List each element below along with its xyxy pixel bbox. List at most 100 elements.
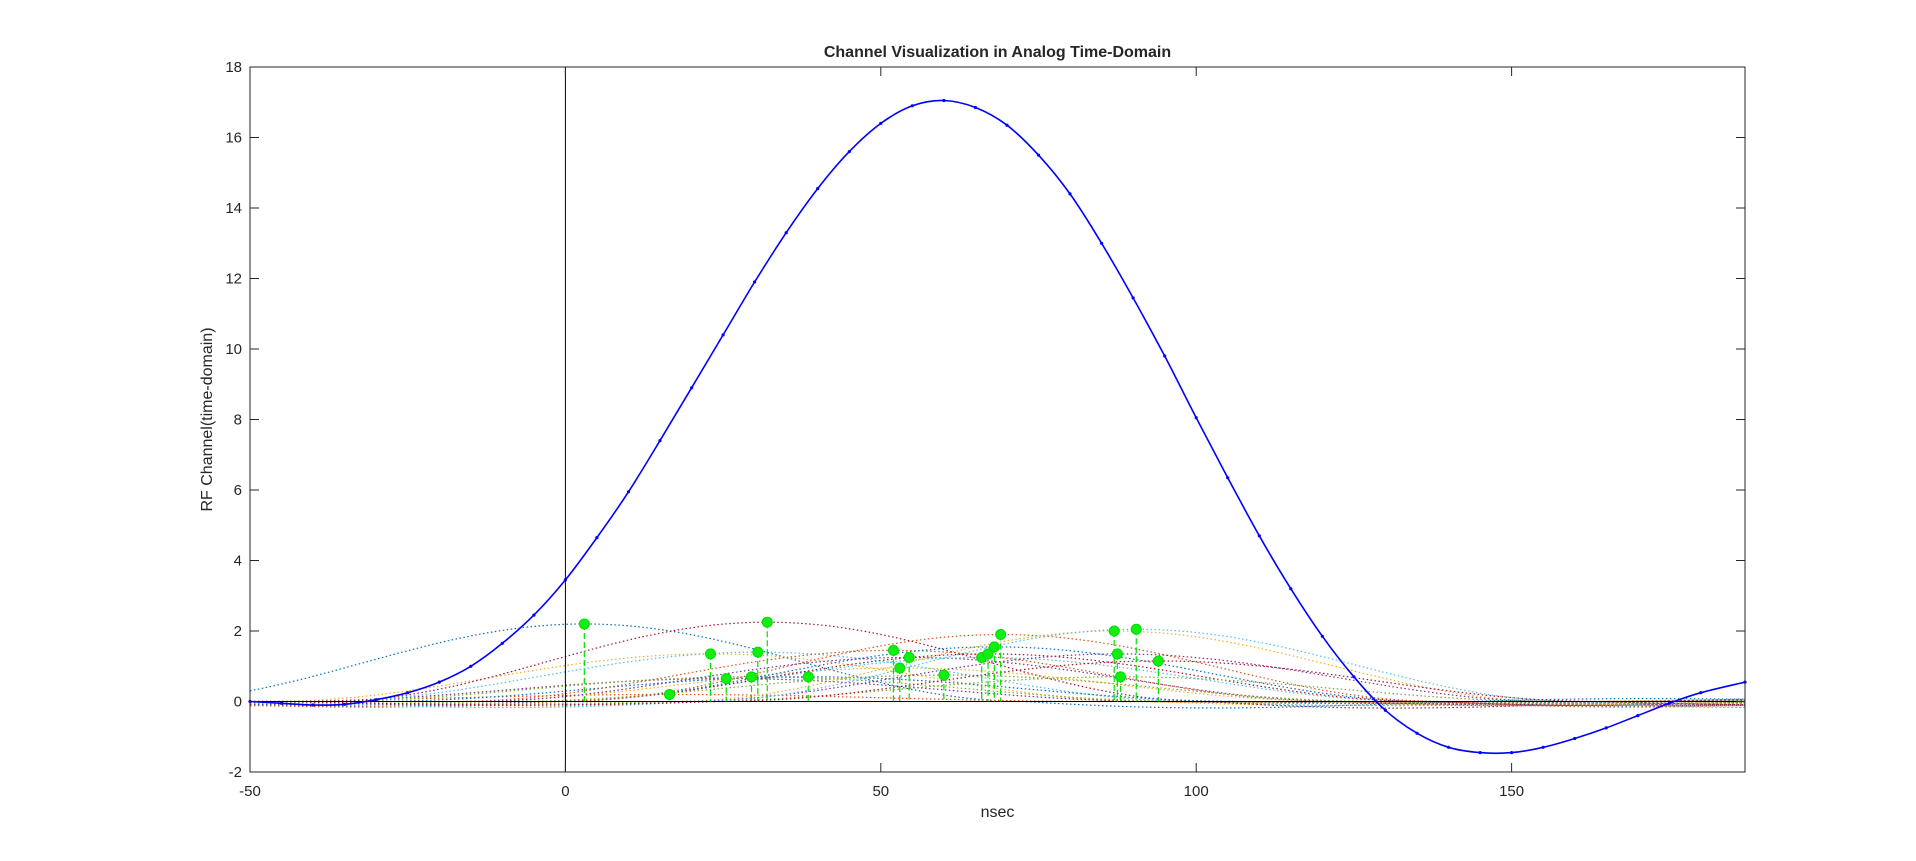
stem-marker — [894, 662, 906, 674]
main-series-point — [1383, 708, 1387, 712]
y-tick-label: 12 — [225, 271, 242, 288]
stem-marker — [663, 688, 675, 700]
main-series-point — [1352, 675, 1356, 679]
main-series-point — [973, 105, 978, 110]
main-series-point — [1510, 751, 1514, 755]
component-curve — [249, 653, 1746, 707]
x-axis: -50 0 50 100 150 — [239, 67, 1524, 800]
component-curve — [249, 676, 1745, 705]
stem-marker — [761, 616, 773, 628]
stem-marker — [745, 671, 757, 683]
main-series-point — [1131, 296, 1135, 300]
main-series-point — [1604, 726, 1608, 730]
stem-marker — [752, 646, 764, 658]
x-tick-label: 150 — [1499, 783, 1524, 800]
main-series-point — [690, 386, 694, 390]
y-tick-label: -2 — [229, 764, 242, 781]
y-tick-label: 8 — [234, 412, 242, 429]
main-series-point — [721, 333, 725, 337]
stem-marker — [1152, 655, 1164, 667]
main-series-point — [311, 703, 315, 707]
plot-area — [248, 66, 1747, 773]
main-series-point — [1005, 123, 1009, 127]
stem-marker — [1108, 625, 1120, 637]
x-tick-label: 0 — [561, 783, 569, 800]
stem-marker — [988, 641, 1000, 653]
y-tick-label: 2 — [234, 623, 242, 640]
stem-marker — [995, 629, 1007, 641]
main-series-point — [910, 104, 914, 108]
main-series-point — [1446, 745, 1451, 749]
main-series-point — [1415, 731, 1419, 735]
main-series-point — [1478, 751, 1482, 755]
main-series-point — [1100, 241, 1104, 245]
main-series-point — [1194, 416, 1198, 420]
chart-title: Channel Visualization in Analog Time-Dom… — [824, 44, 1171, 61]
main-series-point — [279, 701, 284, 705]
main-series-point — [343, 702, 347, 706]
main-series-point — [1163, 354, 1167, 358]
y-tick-label: 0 — [234, 694, 242, 711]
component-curve — [249, 678, 1745, 704]
main-series-point — [595, 536, 599, 540]
main-series-point — [1573, 736, 1577, 741]
main-series-point — [1036, 153, 1041, 157]
main-series-point — [1541, 745, 1545, 749]
main-series-point — [658, 439, 662, 443]
component-curve — [249, 628, 1745, 709]
main-series-point — [1667, 701, 1671, 705]
main-series-point — [469, 664, 473, 668]
main-series — [248, 98, 1747, 755]
component-curve — [249, 623, 1746, 709]
component-curves — [249, 621, 1746, 709]
stem-marker — [1111, 648, 1123, 660]
plot-background — [250, 67, 1745, 772]
main-series-point — [1226, 476, 1230, 480]
stem-marker — [578, 618, 590, 630]
stem-marker — [938, 669, 950, 681]
y-tick-label: 6 — [234, 482, 242, 499]
component-curve — [249, 676, 1746, 705]
stem-marker — [903, 651, 915, 663]
main-series-point — [753, 280, 757, 284]
main-series-point — [879, 121, 883, 125]
y-tick-label: 14 — [225, 200, 242, 217]
main-series-point — [816, 187, 820, 191]
main-series-point — [626, 490, 631, 494]
y-axis: -2 0 2 4 6 8 10 12 14 16 18 — [225, 59, 1745, 781]
component-curve — [249, 621, 1746, 709]
x-tick-label: 100 — [1184, 783, 1209, 800]
main-series-point — [1068, 192, 1072, 196]
stem-marker — [704, 648, 716, 660]
y-axis-label: RF Channel(time-domain) — [199, 327, 216, 511]
main-series-point — [1257, 534, 1261, 538]
main-series-point — [374, 698, 378, 702]
stem-marker — [802, 671, 814, 683]
main-series-point — [437, 680, 441, 684]
main-series-point — [1699, 691, 1703, 695]
y-tick-label: 10 — [225, 341, 242, 358]
x-tick-label: 50 — [872, 783, 889, 800]
stem-marker — [1115, 671, 1127, 683]
main-series-point — [563, 578, 568, 582]
stem-marker — [982, 648, 994, 660]
main-series-point — [406, 691, 410, 695]
x-axis-label: nsec — [981, 804, 1015, 821]
y-tick-label: 4 — [234, 553, 242, 570]
main-series-point — [942, 98, 946, 103]
main-series-point — [500, 641, 504, 645]
stem-marker — [887, 644, 899, 656]
component-curve — [249, 660, 1746, 706]
stem-marker — [720, 673, 732, 685]
stem-markers — [578, 616, 1164, 702]
main-series-point — [1636, 714, 1640, 718]
component-curve — [250, 649, 1746, 707]
reference-lines — [250, 67, 1745, 772]
main-series-point — [532, 613, 536, 617]
main-series-point — [784, 231, 788, 235]
main-series-point — [847, 150, 851, 154]
stem-marker — [1130, 623, 1142, 635]
main-series-point — [1320, 634, 1324, 638]
y-tick-label: 18 — [225, 59, 242, 76]
